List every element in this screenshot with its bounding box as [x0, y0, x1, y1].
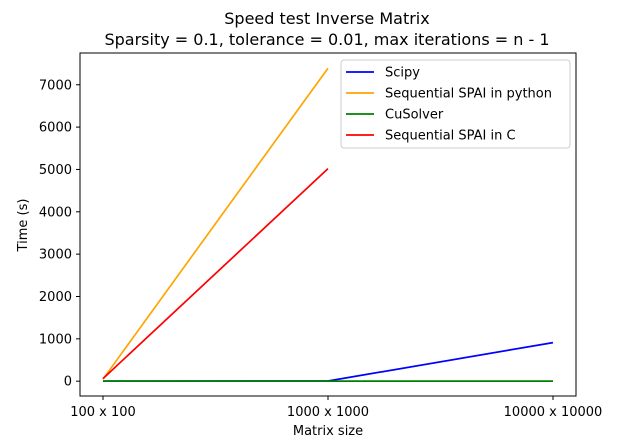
x-tick-label: 100 x 100 [70, 405, 136, 420]
y-tick-label: 2000 [39, 290, 72, 305]
series-line-sequential-spai-in-c [102, 167, 329, 380]
plot-lines [102, 67, 554, 382]
legend-label-cusolver: CuSolver [385, 108, 444, 123]
x-tick-label: 1000 x 1000 [287, 405, 369, 420]
y-tick-label: 7000 [39, 78, 72, 93]
legend-label-scipy: Scipy [385, 66, 420, 81]
legend: Scipy Sequential SPAI in python CuSolver Se… [340, 59, 571, 149]
chart-title: Speed test Inverse Matrix [224, 9, 429, 28]
y-tick-label: 6000 [39, 121, 72, 136]
x-axis-label: Matrix size [293, 424, 363, 439]
series-line-scipy [102, 341, 554, 382]
y-axis-label: Time (s) [16, 199, 31, 253]
y-tick-label: 5000 [39, 163, 72, 178]
chart-subtitle: Sparsity = 0.1, tolerance = 0.01, max it… [104, 30, 549, 49]
y-tick-label: 0 [64, 375, 72, 390]
y-tick-label: 1000 [39, 332, 72, 347]
y-tick-label: 4000 [39, 205, 72, 220]
y-axis: 0 1000 2000 3000 4000 5000 6000 7000 [39, 78, 80, 390]
legend-label-sequential-spai-in-python: Sequential SPAI in python [385, 87, 552, 102]
legend-box [340, 59, 571, 149]
series-line-sequential-spai-in-python [102, 67, 329, 380]
x-axis: 100 x 100 1000 x 1000 10000 x 10000 [70, 396, 602, 420]
y-tick-label: 3000 [39, 248, 72, 263]
legend-label-sequential-spai-in-c: Sequential SPAI in C [385, 129, 516, 144]
x-tick-label: 10000 x 10000 [504, 405, 603, 420]
